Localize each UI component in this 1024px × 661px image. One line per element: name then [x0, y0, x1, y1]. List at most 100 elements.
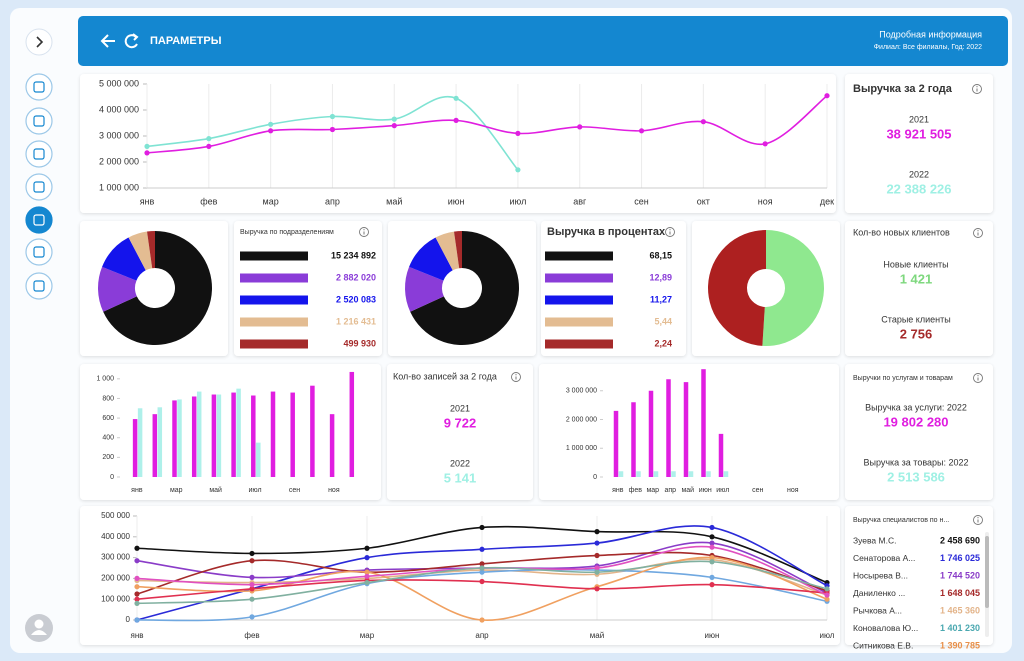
y-tick-label: 3 000 000: [99, 130, 139, 140]
point: [709, 574, 715, 580]
info-icon[interactable]: [972, 84, 982, 94]
list-value: 2 882 020: [336, 272, 376, 282]
nav-button[interactable]: [25, 238, 53, 266]
nav-button[interactable]: [25, 73, 53, 101]
info-icon[interactable]: [973, 228, 983, 238]
point: [134, 584, 140, 590]
x-tick-label: мар: [263, 196, 279, 206]
point: [249, 596, 255, 602]
pie-slice: [409, 237, 453, 281]
nav-button[interactable]: [25, 272, 53, 300]
bar: [231, 392, 236, 477]
y-tick-label: 400: [102, 435, 114, 442]
nav-icon: [33, 181, 45, 193]
card: [845, 74, 993, 213]
bar: [137, 408, 143, 477]
header-title: ПАРАМЕТРЫ: [150, 35, 222, 47]
point: [364, 555, 370, 561]
point: [134, 545, 140, 551]
point: [594, 552, 600, 559]
refresh-button[interactable]: [124, 33, 139, 49]
kpi-value: 2 513 586: [887, 469, 945, 484]
point: [709, 534, 715, 540]
x-tick-label: май: [209, 486, 222, 494]
x-tick-label: сен: [289, 487, 300, 494]
bar: [648, 390, 654, 477]
x-tick-label: янв: [612, 487, 624, 494]
point: [762, 141, 768, 147]
pie-slice: [410, 231, 519, 345]
expand-button[interactable]: [25, 28, 53, 56]
kpi-value: 19 802 280: [883, 414, 948, 429]
kpi-value: 22 388 226: [886, 181, 951, 196]
card: [541, 221, 686, 356]
point: [515, 167, 521, 173]
bar: [671, 471, 676, 477]
point: [364, 569, 370, 575]
header-info-subtitle: Филиал: Все филиалы, Год: 2022: [874, 44, 982, 51]
point: [709, 540, 715, 546]
point: [329, 113, 336, 120]
point: [329, 126, 336, 133]
x-tick-label: мар: [360, 631, 375, 640]
nav-button[interactable]: [25, 140, 53, 168]
info-icon[interactable]: [359, 227, 369, 237]
point: [249, 586, 255, 592]
info-icon[interactable]: [511, 372, 521, 382]
info-icon[interactable]: [665, 227, 675, 237]
bar: [177, 399, 182, 477]
pie-slice: [762, 230, 825, 346]
point: [134, 575, 140, 582]
x-tick-label: апр: [325, 196, 340, 206]
specialist-value: 1 390 785: [940, 640, 980, 650]
x-tick-label: апр: [664, 487, 676, 494]
point: [479, 617, 485, 623]
card-title: Кол-во записей за 2 года: [393, 371, 497, 381]
bar: [270, 391, 276, 477]
card-title: Выручки по услугам и товарам: [853, 375, 953, 382]
pie-slice: [147, 231, 155, 269]
bar: [706, 471, 711, 477]
nav-button[interactable]: [25, 206, 53, 234]
list-bar: [240, 317, 308, 327]
info-icon[interactable]: [973, 373, 983, 383]
x-tick-label: дек: [820, 196, 834, 206]
list-bar: [545, 317, 613, 327]
x-tick-label: фев: [244, 631, 259, 640]
x-tick-label: май: [386, 196, 402, 206]
avatar-head: [34, 619, 44, 629]
point: [594, 529, 600, 535]
bar: [723, 471, 729, 477]
point: [453, 117, 459, 123]
point: [268, 121, 274, 127]
list-bar: [545, 339, 613, 349]
y-tick-label: 0: [126, 615, 131, 624]
scrollbar-thumb[interactable]: [985, 536, 989, 608]
back-button[interactable]: [100, 34, 115, 48]
bar: [196, 391, 202, 477]
bar: [613, 410, 619, 477]
specialist-value: 1 465 360: [940, 605, 980, 615]
info-icon-dot: [977, 517, 979, 519]
bar: [211, 394, 217, 477]
kpi-label: 2021: [909, 114, 929, 124]
y-tick-label: 2 000 000: [99, 156, 139, 166]
expand-icon: [36, 36, 44, 48]
bar: [349, 371, 355, 477]
nav-icon: [33, 280, 45, 292]
x-tick-label: фев: [629, 487, 643, 494]
specialist-value: 2 458 690: [940, 535, 980, 545]
info-icon[interactable]: [973, 515, 983, 525]
nav-button[interactable]: [25, 107, 53, 135]
list-value: 499 930: [343, 338, 376, 348]
point: [709, 582, 715, 588]
point: [594, 540, 600, 546]
x-tick-label: фев: [200, 196, 217, 206]
y-tick-label: 200 000: [101, 574, 130, 583]
nav-button[interactable]: [25, 173, 53, 201]
kpi-value: 5 141: [444, 470, 477, 485]
point: [249, 614, 255, 620]
point: [479, 546, 485, 552]
kpi-label: Выручка за товары: 2022: [863, 457, 968, 467]
pie-slice: [98, 266, 137, 312]
